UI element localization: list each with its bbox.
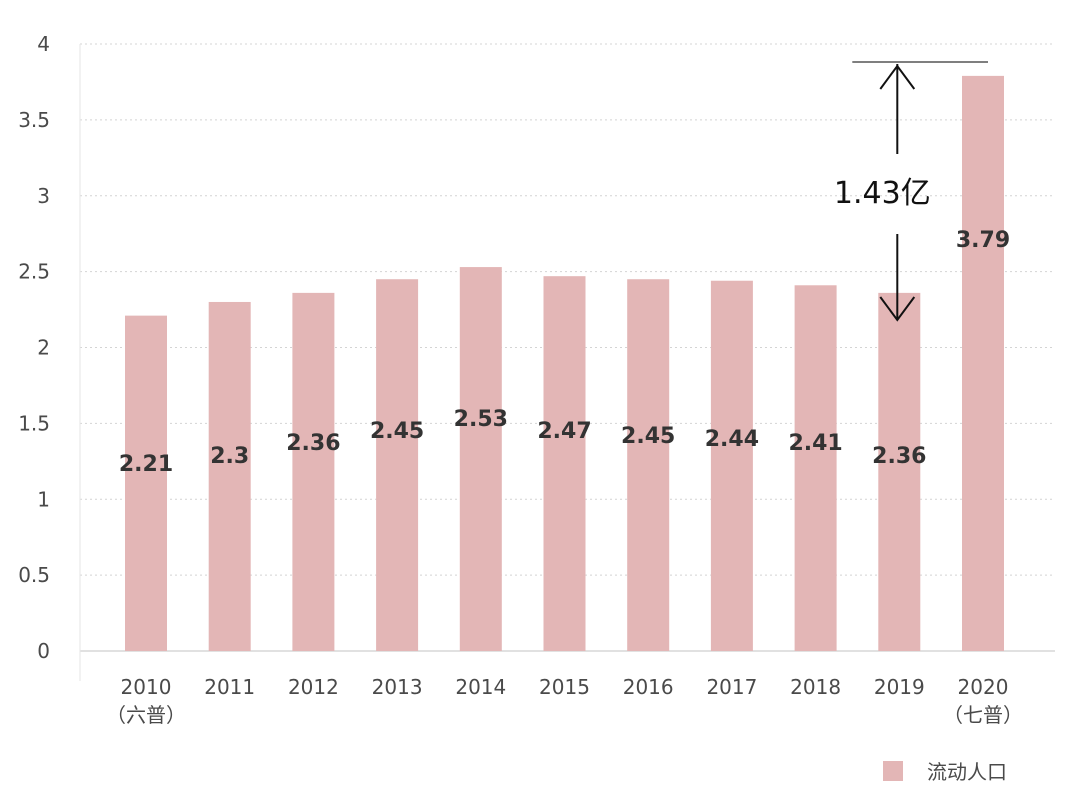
data-label-2013: 2.45	[370, 419, 424, 444]
bar-2010	[125, 315, 167, 651]
bar-2014	[459, 267, 502, 651]
y-tick-label: 3	[37, 184, 50, 208]
difference-annotation: 1.43亿	[834, 61, 988, 322]
bar-2011	[208, 301, 251, 651]
bar-2016	[627, 279, 670, 651]
bars	[125, 75, 1004, 652]
data-label-2018: 2.41	[788, 431, 842, 456]
arrow-down-icon	[879, 296, 916, 322]
bar-2017	[710, 280, 753, 651]
bar-2020	[962, 75, 1004, 652]
bar-2018	[794, 285, 837, 651]
data-label-2011: 2.3	[210, 444, 249, 469]
bar-2015	[543, 276, 586, 651]
legend: 流动人口	[883, 760, 1007, 784]
x-tick-label: 2017	[706, 675, 757, 699]
data-label-2012: 2.36	[286, 431, 340, 456]
data-label-2017: 2.44	[705, 427, 759, 452]
x-axis-ticks: 2010 （六普） 2011 2012 2013 2014 2015 2016 2017 2018…	[106, 675, 1023, 727]
data-label-2020: 3.79	[956, 228, 1010, 253]
y-tick-label: 1	[37, 487, 50, 511]
y-tick-label: 2	[37, 336, 50, 360]
y-tick-label: 0	[37, 639, 50, 663]
data-label-2014: 2.53	[454, 407, 508, 432]
x-tick-label: 2015	[539, 675, 590, 699]
y-tick-label: 0.5	[18, 563, 50, 587]
x-tick-label: 2016	[623, 675, 674, 699]
data-label-2015: 2.47	[537, 419, 591, 444]
arrow-up-icon	[879, 64, 916, 90]
legend-swatch	[883, 761, 903, 781]
bar-2013	[376, 279, 419, 651]
x-tick-label: 2010	[121, 675, 172, 699]
x-tick-label: 2018	[790, 675, 841, 699]
y-tick-label: 3.5	[18, 108, 50, 132]
x-tick-label: 2020	[958, 675, 1009, 699]
data-labels: 2.21 2.3 2.36 2.45 2.53 2.47 2.45 2.44 2.41 2.36 3…	[119, 228, 1010, 477]
legend-label: 流动人口	[927, 760, 1007, 784]
y-tick-label: 4	[37, 32, 50, 56]
y-tick-label: 2.5	[18, 260, 50, 284]
x-tick-label: 2011	[204, 675, 255, 699]
data-label-2010: 2.21	[119, 452, 173, 477]
y-tick-label: 1.5	[18, 411, 50, 435]
x-tick-sublabel: （七普）	[943, 703, 1023, 727]
data-label-2016: 2.45	[621, 424, 675, 449]
bar-2019	[878, 292, 921, 651]
x-tick-sublabel: （六普）	[106, 703, 186, 727]
bar-2012	[292, 292, 335, 651]
annotation-label: 1.43亿	[834, 176, 931, 211]
x-tick-label: 2012	[288, 675, 339, 699]
x-tick-label: 2013	[372, 675, 423, 699]
x-tick-label: 2019	[874, 675, 925, 699]
x-tick-label: 2014	[455, 675, 506, 699]
data-label-2019: 2.36	[872, 444, 926, 469]
y-axis-ticks: 0 0.5 1 1.5 2 2.5 3 3.5 4	[18, 32, 50, 663]
